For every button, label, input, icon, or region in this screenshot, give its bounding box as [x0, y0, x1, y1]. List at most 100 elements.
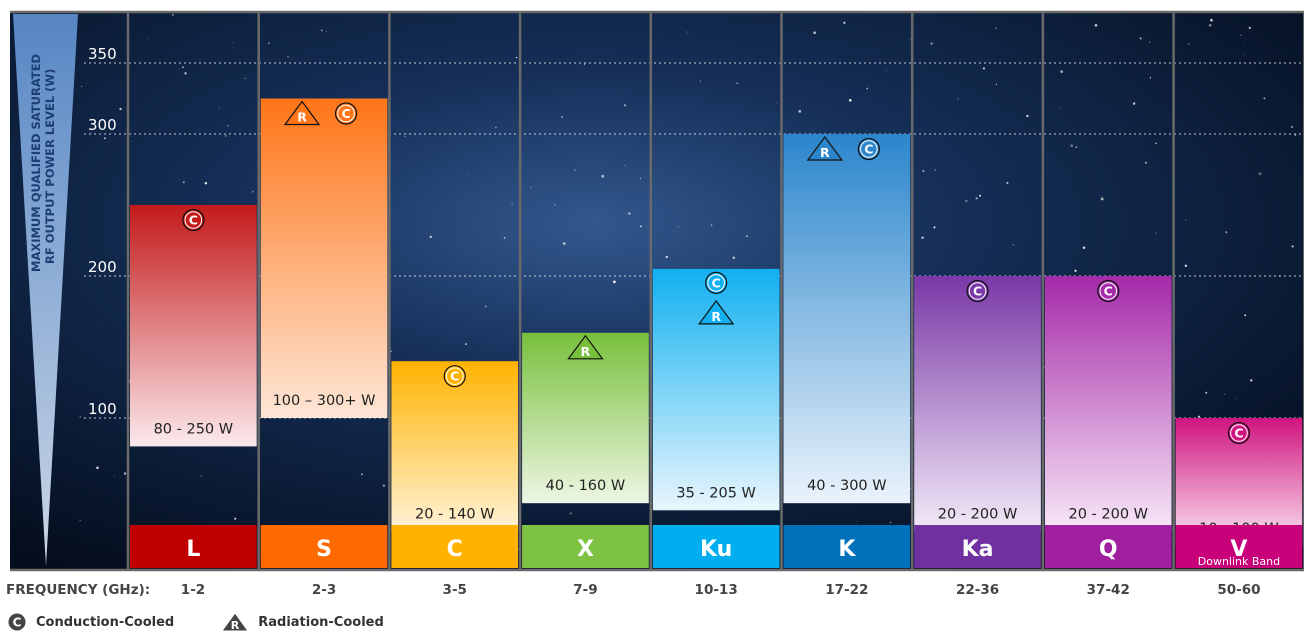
star: [1008, 165, 1009, 166]
star: [700, 80, 702, 82]
band-note: Downlink Band: [1198, 555, 1280, 568]
cooling-symbol: C: [450, 369, 459, 384]
star: [628, 212, 631, 215]
range-label-Q: 20 - 200 W: [1068, 507, 1148, 523]
star: [995, 83, 998, 86]
star: [182, 66, 184, 68]
star: [1139, 37, 1142, 40]
frequency-value: 3-5: [443, 582, 467, 598]
frequency-value: 1-2: [181, 582, 205, 598]
star: [710, 224, 713, 226]
bar-K: [783, 134, 911, 504]
star: [933, 226, 936, 229]
power-chart: MAXIMUM QUALIFIED SATURATED RF OUTPUT PO…: [6, 10, 1304, 598]
star: [429, 235, 432, 239]
range-label-Ku: 35 - 205 W: [676, 485, 756, 501]
star: [123, 472, 127, 475]
cooling-symbol: R: [297, 110, 307, 125]
band-label-L: L: [186, 537, 200, 562]
star: [687, 31, 689, 33]
legend-radiation: R Radiation-Cooled: [220, 611, 384, 633]
conduction-icon: C: [857, 137, 880, 161]
star: [1188, 43, 1190, 45]
star: [104, 137, 106, 140]
legend-conduction: C Conduction-Cooled: [6, 611, 174, 633]
star: [934, 169, 936, 171]
radiation-icon: R: [806, 135, 844, 161]
star: [1205, 391, 1208, 394]
cooling-symbol: C: [864, 142, 873, 157]
star: [244, 77, 246, 80]
conduction-icon: C: [7, 612, 27, 632]
conduction-icon: C: [705, 271, 728, 294]
band-box-Q: [1044, 525, 1172, 568]
frequency-row: FREQUENCY (GHz): 1-2 2-3 3-5 7-9 10-13 17-22 22…: [6, 582, 1261, 598]
star: [268, 42, 270, 45]
star: [843, 21, 846, 24]
frequency-value: 22-36: [956, 582, 999, 598]
band-label-K: K: [838, 537, 856, 562]
star: [1263, 97, 1266, 100]
star: [1026, 114, 1029, 118]
star: [1094, 24, 1098, 27]
star: [200, 475, 202, 477]
band-box-Ku: [652, 525, 780, 568]
radiation-label: Radiation-Cooled: [258, 614, 384, 630]
bar-Ka: [914, 276, 1041, 532]
conduction-icon: C: [1227, 421, 1251, 445]
radiation-icon: R: [567, 334, 604, 360]
star: [96, 466, 99, 470]
star: [146, 38, 148, 39]
star: [574, 169, 576, 171]
cooling-symbol: C: [1234, 426, 1243, 441]
band-box-X: [522, 525, 649, 568]
star: [1290, 125, 1293, 129]
star: [1258, 172, 1262, 176]
star: [361, 473, 363, 475]
star: [584, 186, 585, 188]
conduction-label: Conduction-Cooled: [36, 614, 175, 630]
star: [494, 126, 497, 129]
cooling-symbol: C: [189, 213, 198, 228]
band-label-S: S: [316, 537, 332, 562]
star: [1155, 232, 1157, 234]
star: [677, 226, 679, 228]
band-label-Ka: Ka: [962, 537, 994, 562]
star: [1132, 102, 1136, 105]
star: [179, 68, 181, 70]
y-axis-label-line1: MAXIMUM QUALIFIED SATURATED: [29, 54, 43, 272]
star: [1184, 264, 1188, 268]
cooling-symbol: C: [1104, 284, 1113, 299]
star: [177, 73, 179, 74]
star: [1075, 146, 1078, 148]
bar-L: [130, 205, 257, 447]
star: [114, 475, 115, 477]
range-label-Ka: 20 - 200 W: [938, 507, 1018, 523]
star: [404, 135, 406, 138]
star: [922, 169, 925, 173]
star: [287, 56, 289, 58]
band-box-L: [130, 525, 257, 568]
y-tick-label: 300: [88, 116, 117, 134]
band-label-C: C: [447, 537, 463, 562]
star: [1006, 181, 1009, 184]
frequency-value: 17-22: [825, 582, 868, 598]
frequency-value: 37-42: [1087, 582, 1130, 598]
star: [184, 72, 187, 75]
star: [639, 177, 641, 179]
y-tick-label: 200: [88, 258, 117, 276]
legend: C Conduction-Cooled R Radiation-Cooled: [6, 612, 430, 632]
star: [530, 186, 532, 189]
conduction-icon: C: [443, 365, 466, 388]
star: [910, 488, 912, 489]
svg-text:R: R: [231, 619, 240, 632]
star: [866, 87, 869, 90]
star: [515, 56, 518, 59]
y-tick-label: 100: [88, 400, 117, 418]
star: [234, 517, 237, 520]
star: [218, 107, 220, 109]
cooling-symbol: C: [341, 106, 350, 121]
column-dividers: [10, 10, 1304, 572]
y-tick-labels: 100 200 300 350: [88, 45, 117, 418]
